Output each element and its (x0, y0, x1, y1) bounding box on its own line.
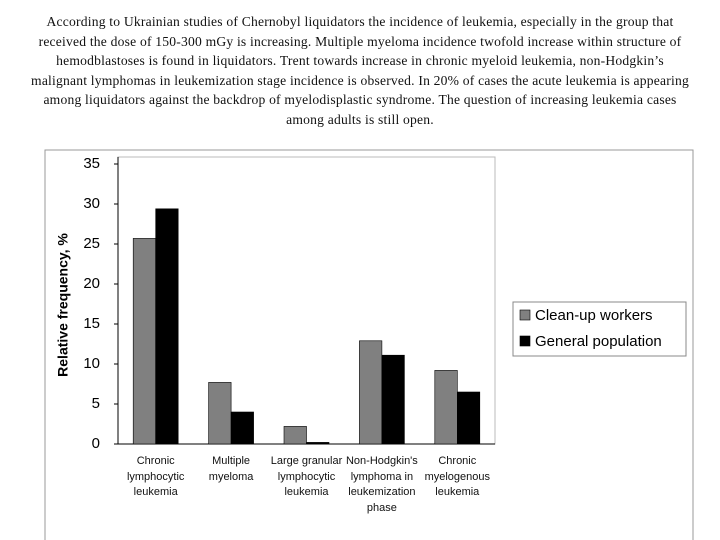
x-tick-label: Non-Hodgkin's lymphoma in leukemization … (345, 455, 418, 514)
bar (230, 411, 254, 445)
x-tick-label: Large granular lymphocytic leukemia (270, 455, 343, 498)
bar (306, 442, 330, 445)
legend-label: Clean-up workers (535, 307, 653, 324)
y-axis-label: Relative frequency, % (55, 233, 71, 377)
legend-swatch (519, 335, 531, 347)
y-tick-label: 5 (92, 395, 100, 412)
bar (434, 370, 458, 445)
y-tick-label: 25 (83, 235, 100, 252)
y-tick-label: 30 (83, 195, 100, 212)
x-tick-label: Chronic lymphocytic leukemia (126, 455, 185, 498)
intro-text: According to Ukrainian studies of Cherno… (31, 14, 689, 127)
bar (359, 340, 383, 445)
bar (381, 354, 405, 445)
y-tick-label: 20 (83, 275, 100, 292)
bar (283, 426, 307, 445)
y-tick-label: 0 (92, 435, 100, 452)
y-tick-label: 35 (83, 155, 100, 172)
x-tick-label: Multiple myeloma (208, 455, 254, 483)
y-tick-label: 15 (83, 315, 100, 332)
bar (155, 208, 179, 445)
legend-swatch (519, 309, 531, 321)
y-tick-label: 10 (83, 355, 100, 372)
x-tick-label: Chronic myelogenous leukemia (424, 455, 491, 498)
bar (208, 382, 232, 445)
legend-frame (512, 301, 687, 357)
bar (456, 391, 481, 445)
legend-label: General population (535, 333, 662, 350)
bar (132, 238, 156, 445)
